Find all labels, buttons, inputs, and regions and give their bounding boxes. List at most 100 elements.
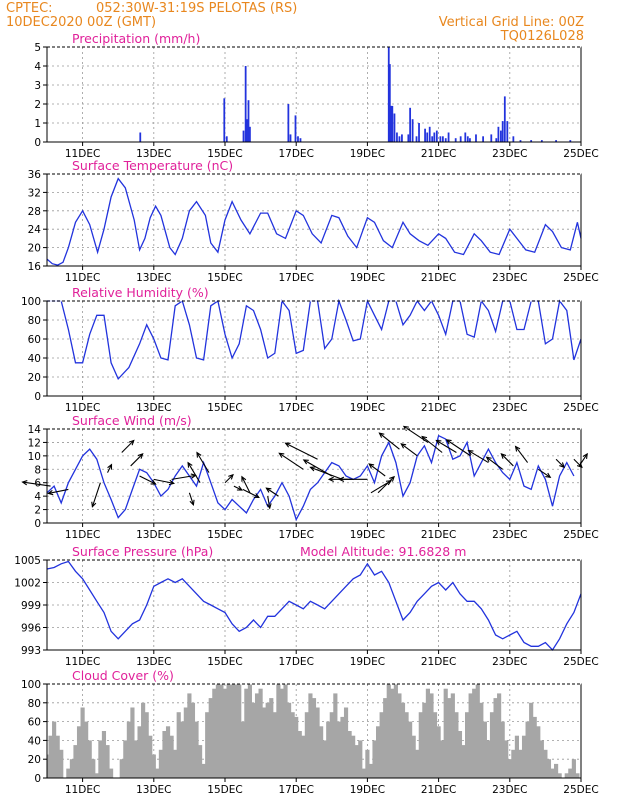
cloud-bar xyxy=(233,684,238,778)
wind-arrow-head xyxy=(236,485,244,491)
x-tick-label: 17DEC xyxy=(278,402,313,414)
wind-arrow xyxy=(284,442,318,460)
y-tick-label: 3 xyxy=(34,80,41,92)
cloud-bar xyxy=(244,688,249,778)
wind-arrow-shaft xyxy=(188,492,194,505)
y-tick-label: 2 xyxy=(34,99,41,111)
wind-arrow-head xyxy=(582,452,588,459)
cloud-bar xyxy=(84,721,89,778)
wind-arrow-shaft xyxy=(377,476,395,494)
y-tick-label: 4 xyxy=(34,61,41,73)
wind-arrow xyxy=(139,475,157,485)
wind-arrow xyxy=(153,478,176,486)
x-tick-label: 17DEC xyxy=(278,784,313,796)
temp-line xyxy=(46,177,582,266)
x-tick-label: 11DEC xyxy=(65,402,100,414)
panel-subtitle: Model Altitude: 91.6828 m xyxy=(300,544,466,559)
panel-frame xyxy=(46,300,582,397)
x-tick-label: 17DEC xyxy=(278,529,313,541)
cloud-bar xyxy=(404,712,409,778)
cloud-bar xyxy=(279,688,285,778)
y-tick-label: 40 xyxy=(28,353,41,365)
cloud-bar xyxy=(418,712,423,778)
precip-bar xyxy=(289,134,292,142)
cloud-bar xyxy=(440,740,445,778)
cloud-bar xyxy=(47,754,50,778)
cloud-bar xyxy=(169,735,174,778)
wind-arrow xyxy=(121,439,135,453)
cloud-bar xyxy=(290,712,295,778)
wind-arrow xyxy=(378,432,400,450)
cloud-bar xyxy=(162,731,167,778)
y-tick-label: 80 xyxy=(28,698,41,710)
wind-arrow-shaft xyxy=(224,474,234,484)
wind-arrow-shaft xyxy=(400,443,418,457)
cloud-bar xyxy=(137,726,142,778)
precip-bar xyxy=(393,113,396,142)
y-tick-label: 1002 xyxy=(14,578,41,590)
precip-bar xyxy=(249,126,251,142)
wind-arrow xyxy=(21,480,51,487)
wind-arrow-shaft xyxy=(187,462,201,483)
header-run: 10DEC2020 00Z (GMT) xyxy=(6,15,157,30)
precip-bar xyxy=(512,136,515,142)
wind-arrow xyxy=(435,439,457,453)
cloud-bar xyxy=(461,745,466,778)
cloud-bar xyxy=(322,740,327,778)
cloud-bar xyxy=(489,712,495,778)
precip-bar xyxy=(555,140,557,142)
cloud-bar xyxy=(511,749,516,778)
cloud-bar xyxy=(415,749,420,778)
wind-arrow-shaft xyxy=(153,478,174,484)
wind-arrow xyxy=(242,488,260,498)
cloud-bar xyxy=(539,740,544,778)
precip-bar xyxy=(482,136,484,142)
wind-arrow-head xyxy=(241,475,247,482)
cloud-bar xyxy=(94,773,99,778)
y-tick-label: 28 xyxy=(28,206,41,218)
cloud-bar xyxy=(497,693,502,778)
wind-arrow xyxy=(309,466,343,480)
cloud-bar xyxy=(283,684,288,778)
wind-arrow-head xyxy=(400,443,407,449)
x-tick-label: 17DEC xyxy=(278,272,313,284)
precip-bar xyxy=(299,138,302,142)
x-tick-label: 23DEC xyxy=(492,402,527,414)
cloud-bar xyxy=(468,693,473,778)
cloud-bar xyxy=(397,693,402,778)
wind-arrow-shaft xyxy=(171,474,196,480)
precip-bar xyxy=(433,132,436,142)
x-tick-label: 25DEC xyxy=(563,784,598,796)
wind-arrow-head xyxy=(168,479,176,486)
wind-arrow-shaft xyxy=(130,453,144,467)
cloud-bar xyxy=(400,702,406,778)
cloud-bar xyxy=(379,712,384,778)
x-tick-label: 13DEC xyxy=(136,529,171,541)
precip-bar xyxy=(530,140,533,142)
x-tick-label: 11DEC xyxy=(65,784,100,796)
cloud-bar xyxy=(368,763,374,778)
wind-arrow xyxy=(485,456,504,470)
precip-bar xyxy=(398,136,401,142)
x-tick-label: 15DEC xyxy=(207,656,242,668)
cloud-bar xyxy=(543,749,548,778)
cloud-bar xyxy=(386,684,391,778)
cloud-bar xyxy=(55,735,60,778)
wind-arrow-head xyxy=(514,445,521,452)
x-tick-label: 11DEC xyxy=(65,529,100,541)
cloud-bar xyxy=(226,684,231,778)
panel-title: Precipitation (mm/h) xyxy=(72,31,200,46)
cloud-bar xyxy=(230,684,235,778)
y-tick-label: 16 xyxy=(28,261,42,273)
x-tick-label: 17DEC xyxy=(278,656,313,668)
cloud-bar xyxy=(347,731,352,778)
cloud-bar xyxy=(457,731,463,778)
cloud-bar xyxy=(48,735,53,778)
precip-bar xyxy=(444,138,447,142)
precip-bar xyxy=(428,126,431,142)
cloud-bar xyxy=(475,684,480,778)
cloud-bar xyxy=(486,740,491,778)
cloud-bar xyxy=(315,707,320,778)
